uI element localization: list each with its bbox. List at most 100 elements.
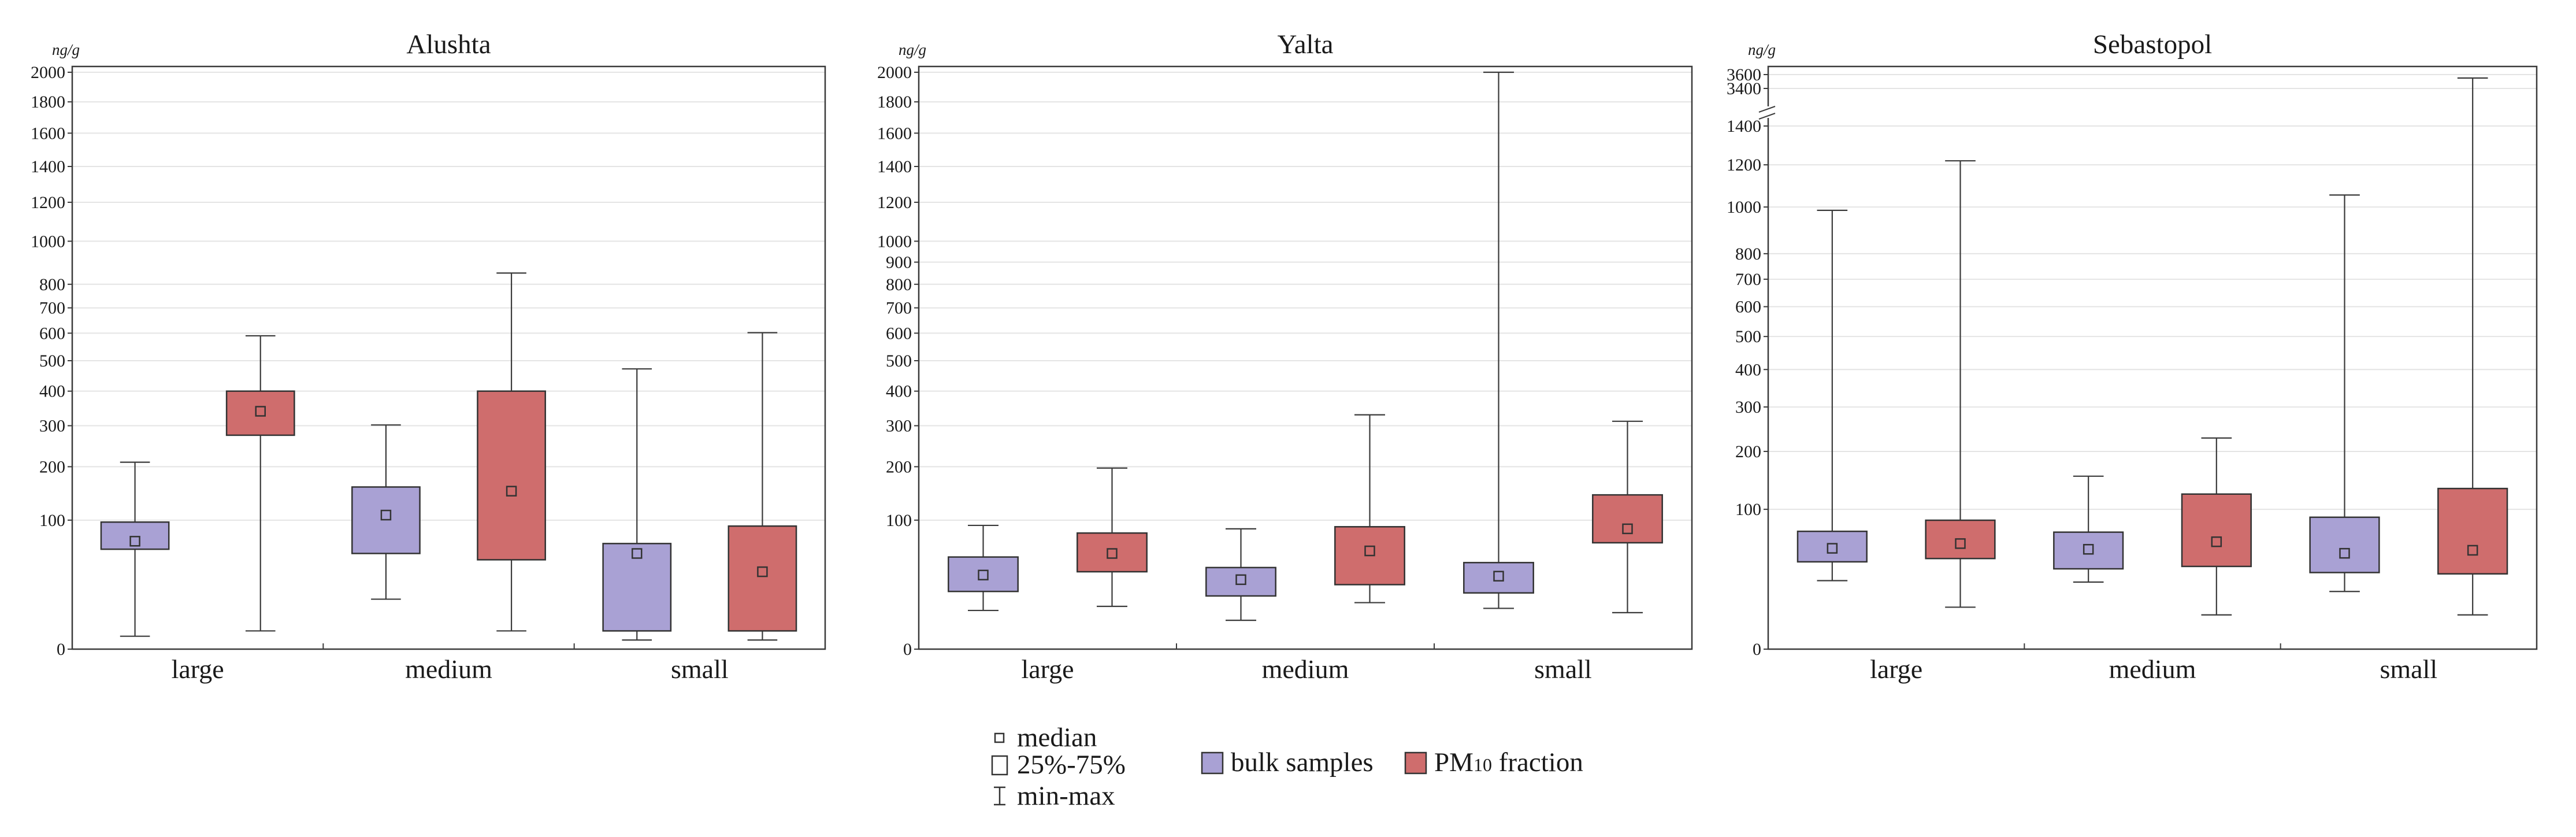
box-small-bulk xyxy=(1463,71,1534,609)
legend-iqr-label: 25%-75% xyxy=(1017,750,1126,780)
median-marker xyxy=(380,509,392,521)
plot-frame xyxy=(1767,65,2538,650)
panel-title: Sebastopol xyxy=(2093,29,2212,60)
box-large-pm10 xyxy=(1077,467,1148,608)
category-label-small: small xyxy=(2380,654,2437,684)
category-label-large: large xyxy=(172,654,224,684)
box-large-bulk xyxy=(100,461,170,637)
y-tick-label: 200 xyxy=(1735,442,1761,461)
box-small-pm10 xyxy=(2437,77,2508,616)
y-tick-label: 400 xyxy=(39,382,65,401)
legend-minmax-marker xyxy=(994,786,1005,806)
y-tick-label: 3600 xyxy=(1727,65,1761,84)
axis-break-mark xyxy=(1758,113,1776,120)
y-tick-label: 100 xyxy=(39,511,65,530)
y-tick-label: 1000 xyxy=(1727,198,1761,217)
box-medium-bulk xyxy=(2053,475,2124,583)
category-label-medium: medium xyxy=(405,654,492,684)
y-tick-label: 2000 xyxy=(31,63,65,82)
box-medium-bulk xyxy=(351,424,421,600)
box-large-pm10 xyxy=(225,335,295,632)
plot-frame xyxy=(918,65,1693,650)
legend-pm10-label: PM10 fraction xyxy=(1434,747,1583,777)
box-iqr xyxy=(1592,494,1663,544)
median-marker xyxy=(1827,543,1838,554)
median-marker xyxy=(255,406,266,417)
y-tick-label: 2000 xyxy=(877,63,912,82)
category-label-medium: medium xyxy=(1262,654,1349,684)
box-small-pm10 xyxy=(1592,420,1663,613)
y-unit-label: ng/g xyxy=(52,41,80,58)
category-label-medium: medium xyxy=(2109,654,2196,684)
legend-iqr-marker xyxy=(991,755,1008,776)
y-tick-label: 500 xyxy=(886,351,912,371)
y-tick-label: 800 xyxy=(1735,245,1761,264)
box-iqr xyxy=(2309,516,2380,573)
y-tick-label: 600 xyxy=(886,324,912,343)
legend-minmax-label: min-max xyxy=(1017,781,1115,811)
y-tick-label: 300 xyxy=(886,416,912,435)
box-large-pm10 xyxy=(1925,160,1996,608)
y-tick-label: 700 xyxy=(1735,270,1761,289)
box-iqr xyxy=(2181,493,2252,568)
y-unit-label: ng/g xyxy=(899,41,926,58)
y-tick-label: 300 xyxy=(39,416,65,435)
y-tick-label: 1200 xyxy=(1727,155,1761,175)
y-tick-label: 700 xyxy=(886,299,912,318)
y-tick-label: 400 xyxy=(886,382,912,401)
box-medium-pm10 xyxy=(2181,437,2252,616)
median-marker xyxy=(757,566,768,577)
y-tick-label: 1000 xyxy=(31,232,65,251)
y-tick-label: 0 xyxy=(57,640,65,659)
y-tick-label: 0 xyxy=(903,640,912,659)
box-medium-pm10 xyxy=(1334,414,1405,603)
y-unit-label: ng/g xyxy=(1748,41,1776,58)
median-marker xyxy=(1622,523,1633,535)
y-tick-label: 800 xyxy=(39,275,65,294)
chart-panel-alushta: 0 100 200 300 400 500 600 700 800 1000 1200 1400 160… xyxy=(31,29,826,684)
y-tick-label: 1400 xyxy=(31,157,65,176)
chart-panel-sebastopol: 0 100 200 300 400 500 600 700 800 1000 1200 1400 340… xyxy=(1727,29,2538,684)
median-marker xyxy=(2211,536,2222,547)
axis-break-mark xyxy=(1758,106,1776,113)
box-medium-pm10 xyxy=(477,272,546,632)
category-label-large: large xyxy=(1021,654,1074,684)
plot-frame xyxy=(71,65,826,650)
category-label-small: small xyxy=(1534,654,1592,684)
y-tick-label: 300 xyxy=(1735,398,1761,417)
panel-title: Yalta xyxy=(1277,29,1333,60)
median-marker xyxy=(2083,544,2094,555)
box-iqr xyxy=(1334,526,1405,586)
median-marker xyxy=(1107,548,1118,559)
y-tick-label: 1600 xyxy=(31,124,65,143)
y-tick-label: 1600 xyxy=(877,124,912,143)
box-small-pm10 xyxy=(727,332,797,641)
legend-median-marker xyxy=(994,732,1005,743)
legend-median-label: median xyxy=(1017,723,1097,753)
y-tick-label: 1200 xyxy=(877,193,912,212)
y-tick-label: 3400 xyxy=(1727,79,1761,98)
y-tick-label: 400 xyxy=(1735,360,1761,379)
y-tick-label: 500 xyxy=(1735,327,1761,346)
y-tick-label: 100 xyxy=(1735,500,1761,519)
box-large-bulk xyxy=(1796,209,1868,582)
y-tick-label: 1800 xyxy=(877,92,912,112)
y-tick-label: 200 xyxy=(39,457,65,476)
y-tick-label: 1000 xyxy=(877,232,912,251)
median-marker xyxy=(1364,545,1375,557)
box-medium-bulk xyxy=(1205,528,1276,621)
median-marker xyxy=(129,536,140,547)
y-tick-label: 600 xyxy=(1735,298,1761,317)
box-iqr xyxy=(2437,487,2508,575)
y-tick-label: 600 xyxy=(39,324,65,343)
y-tick-label: 1400 xyxy=(877,157,912,176)
median-marker xyxy=(632,548,643,559)
y-tick-label: 900 xyxy=(886,253,912,272)
y-tick-label: 0 xyxy=(1753,640,1761,659)
median-marker xyxy=(1955,538,1966,549)
median-marker xyxy=(1493,571,1504,582)
panel-title: Alushta xyxy=(406,29,491,60)
y-tick-label: 800 xyxy=(886,275,912,294)
